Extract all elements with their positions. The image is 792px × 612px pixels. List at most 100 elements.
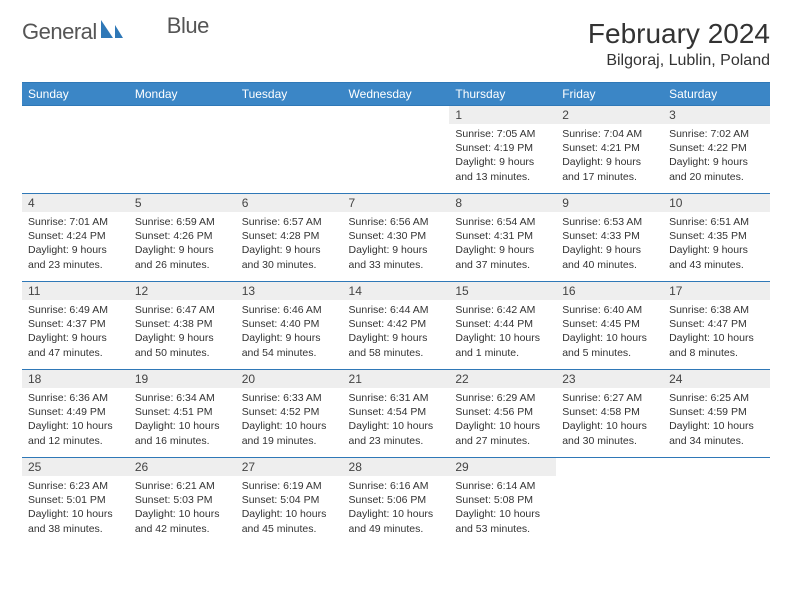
calendar-cell: 27Sunrise: 6:19 AMSunset: 5:04 PMDayligh… (236, 457, 343, 545)
sunset-line: Sunset: 4:21 PM (562, 141, 657, 155)
calendar-cell: 17Sunrise: 6:38 AMSunset: 4:47 PMDayligh… (663, 281, 770, 369)
daylight-line: Daylight: 9 hours and 40 minutes. (562, 243, 657, 271)
day-content: Sunrise: 6:53 AMSunset: 4:33 PMDaylight:… (556, 212, 663, 278)
day-number: 21 (343, 369, 450, 388)
day-content: Sunrise: 6:56 AMSunset: 4:30 PMDaylight:… (343, 212, 450, 278)
sunrise-line: Sunrise: 6:57 AM (242, 215, 337, 229)
sunset-line: Sunset: 4:19 PM (455, 141, 550, 155)
calendar-cell: 5Sunrise: 6:59 AMSunset: 4:26 PMDaylight… (129, 193, 236, 281)
daylight-line: Daylight: 10 hours and 16 minutes. (135, 419, 230, 447)
sunrise-line: Sunrise: 6:23 AM (28, 479, 123, 493)
day-number-empty (663, 457, 770, 475)
day-content: Sunrise: 7:04 AMSunset: 4:21 PMDaylight:… (556, 124, 663, 190)
sunrise-line: Sunrise: 6:51 AM (669, 215, 764, 229)
calendar-cell: 7Sunrise: 6:56 AMSunset: 4:30 PMDaylight… (343, 193, 450, 281)
day-content: Sunrise: 6:34 AMSunset: 4:51 PMDaylight:… (129, 388, 236, 454)
daylight-line: Daylight: 10 hours and 38 minutes. (28, 507, 123, 535)
sunset-line: Sunset: 4:33 PM (562, 229, 657, 243)
day-header: Saturday (663, 83, 770, 106)
calendar-cell: 6Sunrise: 6:57 AMSunset: 4:28 PMDaylight… (236, 193, 343, 281)
daylight-line: Daylight: 9 hours and 54 minutes. (242, 331, 337, 359)
sunrise-line: Sunrise: 6:40 AM (562, 303, 657, 317)
daylight-line: Daylight: 9 hours and 33 minutes. (349, 243, 444, 271)
day-content: Sunrise: 6:59 AMSunset: 4:26 PMDaylight:… (129, 212, 236, 278)
sunrise-line: Sunrise: 6:29 AM (455, 391, 550, 405)
calendar-cell: 25Sunrise: 6:23 AMSunset: 5:01 PMDayligh… (22, 457, 129, 545)
day-number: 8 (449, 193, 556, 212)
daylight-line: Daylight: 10 hours and 1 minute. (455, 331, 550, 359)
sunset-line: Sunset: 5:03 PM (135, 493, 230, 507)
calendar-cell (129, 105, 236, 193)
day-number: 4 (22, 193, 129, 212)
sunrise-line: Sunrise: 6:14 AM (455, 479, 550, 493)
sunset-line: Sunset: 4:26 PM (135, 229, 230, 243)
calendar-cell: 1 Sunrise: 7:05 AMSunset: 4:19 PMDaylight… (449, 105, 556, 193)
day-content: Sunrise: 6:57 AMSunset: 4:28 PMDaylight:… (236, 212, 343, 278)
day-header: Sunday (22, 83, 129, 106)
calendar-cell: 29Sunrise: 6:14 AMSunset: 5:08 PMDayligh… (449, 457, 556, 545)
day-content: Sunrise: 6:23 AMSunset: 5:01 PMDaylight:… (22, 476, 129, 542)
day-number: 16 (556, 281, 663, 300)
sunrise-line: Sunrise: 6:16 AM (349, 479, 444, 493)
sunrise-line: Sunrise: 6:56 AM (349, 215, 444, 229)
sunset-line: Sunset: 4:59 PM (669, 405, 764, 419)
day-number: 24 (663, 369, 770, 388)
day-number: 5 (129, 193, 236, 212)
sunrise-line: Sunrise: 6:59 AM (135, 215, 230, 229)
day-content: Sunrise: 6:38 AMSunset: 4:47 PMDaylight:… (663, 300, 770, 366)
day-header: Wednesday (343, 83, 450, 106)
daylight-line: Daylight: 9 hours and 13 minutes. (455, 155, 550, 183)
daylight-line: Daylight: 9 hours and 26 minutes. (135, 243, 230, 271)
day-header: Friday (556, 83, 663, 106)
calendar-week: 4Sunrise: 7:01 AMSunset: 4:24 PMDaylight… (22, 193, 770, 281)
day-number: 25 (22, 457, 129, 476)
day-number-empty (236, 105, 343, 123)
daylight-line: Daylight: 9 hours and 17 minutes. (562, 155, 657, 183)
sunrise-line: Sunrise: 7:02 AM (669, 127, 764, 141)
calendar-cell: 12Sunrise: 6:47 AMSunset: 4:38 PMDayligh… (129, 281, 236, 369)
daylight-line: Daylight: 10 hours and 34 minutes. (669, 419, 764, 447)
calendar-cell: 3Sunrise: 7:02 AMSunset: 4:22 PMDaylight… (663, 105, 770, 193)
calendar-cell: 2Sunrise: 7:04 AMSunset: 4:21 PMDaylight… (556, 105, 663, 193)
page-header: General Blue February 2024 Bilgoraj, Lub… (22, 18, 770, 70)
location-text: Bilgoraj, Lublin, Poland (588, 52, 770, 70)
calendar-cell (22, 105, 129, 193)
daylight-line: Daylight: 10 hours and 42 minutes. (135, 507, 230, 535)
sunset-line: Sunset: 5:04 PM (242, 493, 337, 507)
sunset-line: Sunset: 5:06 PM (349, 493, 444, 507)
calendar-cell: 23Sunrise: 6:27 AMSunset: 4:58 PMDayligh… (556, 369, 663, 457)
day-content: Sunrise: 6:25 AMSunset: 4:59 PMDaylight:… (663, 388, 770, 454)
sunset-line: Sunset: 4:40 PM (242, 317, 337, 331)
daylight-line: Daylight: 10 hours and 49 minutes. (349, 507, 444, 535)
day-number: 20 (236, 369, 343, 388)
sunset-line: Sunset: 4:35 PM (669, 229, 764, 243)
day-number: 22 (449, 369, 556, 388)
brand-word2: Blue (167, 13, 209, 39)
calendar-cell: 13Sunrise: 6:46 AMSunset: 4:40 PMDayligh… (236, 281, 343, 369)
day-number-empty (129, 105, 236, 123)
day-number: 27 (236, 457, 343, 476)
daylight-line: Daylight: 9 hours and 30 minutes. (242, 243, 337, 271)
day-content: Sunrise: 6:44 AMSunset: 4:42 PMDaylight:… (343, 300, 450, 366)
day-number: 18 (22, 369, 129, 388)
day-header: Monday (129, 83, 236, 106)
day-content: Sunrise: 7:01 AMSunset: 4:24 PMDaylight:… (22, 212, 129, 278)
day-number-empty (22, 105, 129, 123)
day-content: Sunrise: 6:51 AMSunset: 4:35 PMDaylight:… (663, 212, 770, 278)
sunrise-line: Sunrise: 6:27 AM (562, 391, 657, 405)
sunrise-line: Sunrise: 6:47 AM (135, 303, 230, 317)
sunrise-line: Sunrise: 7:05 AM (455, 127, 550, 141)
sunrise-line: Sunrise: 6:31 AM (349, 391, 444, 405)
sunrise-line: Sunrise: 6:25 AM (669, 391, 764, 405)
calendar-week: 1Sunrise: 7:05 AMSunset: 4:19 PMDaylight… (22, 105, 770, 193)
calendar-cell: 16Sunrise: 6:40 AMSunset: 4:45 PMDayligh… (556, 281, 663, 369)
calendar-cell: 11Sunrise: 6:49 AMSunset: 4:37 PMDayligh… (22, 281, 129, 369)
day-number: 1 (449, 105, 556, 124)
daylight-line: Daylight: 9 hours and 47 minutes. (28, 331, 123, 359)
daylight-line: Daylight: 9 hours and 20 minutes. (669, 155, 764, 183)
brand-logo: General Blue (22, 18, 209, 45)
daylight-line: Daylight: 10 hours and 23 minutes. (349, 419, 444, 447)
daylight-line: Daylight: 9 hours and 37 minutes. (455, 243, 550, 271)
day-number: 11 (22, 281, 129, 300)
day-content: Sunrise: 6:49 AMSunset: 4:37 PMDaylight:… (22, 300, 129, 366)
